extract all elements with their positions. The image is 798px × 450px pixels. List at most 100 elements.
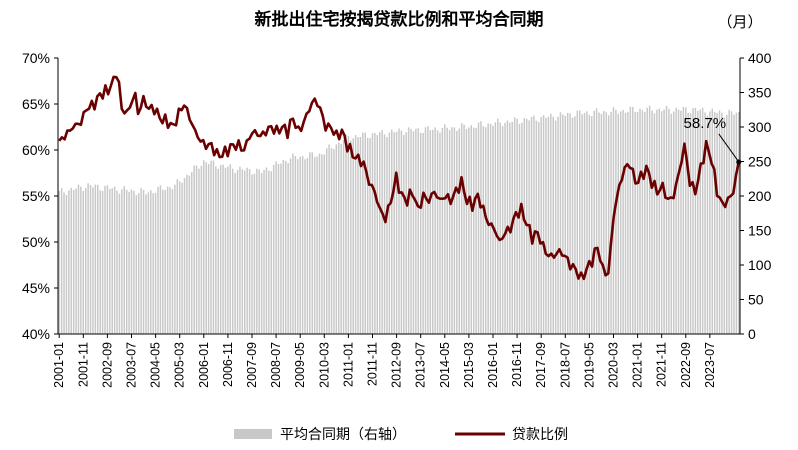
contract-term-bar [109, 189, 111, 334]
contract-term-bar [554, 120, 557, 334]
x-tick-label: 2013-07 [414, 342, 428, 388]
contract-term-bar [564, 115, 567, 334]
contract-term-bar [530, 116, 533, 334]
contract-term-bar [321, 154, 323, 334]
contract-term-bar [718, 110, 721, 334]
contract-term-bar [309, 152, 311, 334]
contract-term-bar [680, 110, 682, 334]
x-tick-label: 2017-09 [534, 342, 548, 388]
contract-term-bar [381, 129, 383, 334]
contract-term-bar [451, 127, 453, 335]
x-tick-label: 2016-01 [486, 342, 500, 388]
contract-term-bar [299, 156, 301, 334]
contract-term-bar [685, 107, 687, 335]
contract-term-bar [217, 168, 219, 334]
contract-term-bar [60, 188, 63, 334]
contract-term-bar [116, 190, 118, 334]
x-tick-label: 2003-07 [125, 342, 139, 388]
contract-term-bar [552, 116, 554, 335]
x-tick-label: 2011-01 [341, 342, 355, 387]
contract-term-bar [444, 124, 446, 334]
right-tick-label: 150 [748, 223, 772, 239]
contract-term-bar [157, 186, 159, 334]
contract-term-bar [239, 166, 241, 334]
contract-term-bar [458, 128, 460, 334]
x-tick-label: 2008-07 [269, 342, 283, 388]
contract-term-bar [617, 113, 620, 334]
contract-term-bar [504, 122, 506, 334]
contract-term-bar [576, 110, 579, 334]
contract-term-bar [145, 194, 147, 334]
contract-term-bar [383, 134, 386, 334]
contract-term-bar [550, 113, 552, 335]
contract-term-bar [410, 128, 412, 334]
contract-term-bar [333, 149, 335, 334]
contract-term-bar [547, 116, 550, 335]
contract-term-bar [272, 164, 275, 334]
x-tick-label: 2010-03 [317, 342, 331, 388]
contract-term-bar [704, 112, 706, 334]
contract-term-bar [256, 168, 258, 334]
contract-term-bar [557, 116, 559, 335]
contract-term-bar [106, 185, 109, 334]
contract-term-bar [497, 118, 499, 334]
contract-term-bar [424, 127, 427, 334]
contract-term-bar [142, 190, 145, 334]
contract-term-bar [668, 108, 670, 334]
contract-term-bar [675, 107, 677, 334]
contract-term-bar [636, 112, 639, 334]
contract-term-bar [513, 117, 516, 334]
contract-term-bar [359, 136, 362, 334]
contract-term-bar [480, 121, 482, 334]
right-tick-label: 200 [748, 188, 772, 204]
x-tick-label: 2021-01 [631, 342, 645, 388]
contract-term-bar [205, 162, 207, 334]
x-tick-label: 2020-03 [606, 342, 620, 388]
x-tick-label: 2021-11 [655, 342, 669, 387]
contract-term-bar [77, 184, 80, 334]
contract-term-bar [460, 123, 463, 334]
contract-term-bar [627, 112, 629, 334]
contract-term-bar [188, 175, 191, 334]
left-tick-label: 45% [22, 280, 50, 296]
contract-term-bar [364, 132, 366, 334]
contract-term-bar [87, 183, 89, 334]
contract-term-bar [140, 188, 142, 334]
contract-term-bar [386, 137, 388, 334]
contract-term-bar [463, 124, 465, 334]
contract-term-bar [342, 140, 345, 334]
contract-term-bar [518, 123, 521, 335]
contract-term-bar [494, 122, 497, 334]
x-tick-label: 2015-03 [462, 342, 476, 388]
contract-term-bar [72, 189, 75, 334]
contract-term-bar [639, 108, 641, 334]
contract-term-bar [280, 163, 282, 334]
contract-term-bar [728, 109, 730, 334]
contract-term-bar [82, 191, 85, 334]
contract-term-bar [709, 111, 711, 335]
contract-term-bar [150, 190, 152, 334]
x-tick-label: 2018-07 [558, 342, 572, 388]
contract-term-bar [229, 164, 232, 334]
contract-term-bar [540, 117, 542, 334]
contract-term-bar [297, 159, 299, 334]
contract-term-bar [431, 129, 434, 334]
annotation-label: 58.7% [684, 115, 727, 132]
contract-term-bar [448, 129, 451, 334]
right-axis-ticks: 0 50 100 150 200 250 300 350 400 [740, 50, 772, 342]
contract-term-bar [164, 190, 166, 334]
contract-term-bar [701, 107, 704, 334]
contract-term-bar [672, 111, 675, 334]
contract-term-bar [648, 105, 651, 334]
contract-term-bar [75, 188, 77, 334]
contract-term-bar [212, 160, 215, 334]
contract-term-bar [489, 123, 492, 334]
left-tick-label: 55% [22, 188, 50, 204]
contract-term-bar [58, 190, 60, 334]
contract-term-bar [265, 167, 268, 334]
contract-term-bar [162, 189, 164, 334]
contract-term-bar [219, 164, 222, 334]
contract-term-bar [376, 135, 379, 334]
loan-ratio-line [58, 75, 741, 281]
contract-term-bar [692, 108, 694, 334]
